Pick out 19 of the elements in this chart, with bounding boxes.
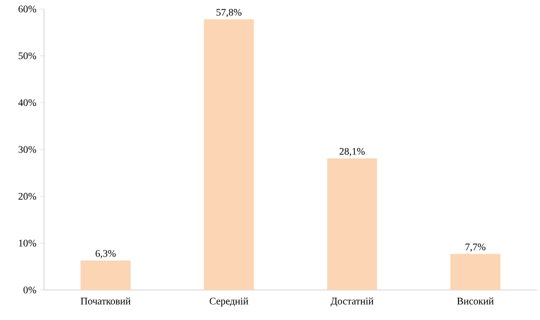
x-tick-label: Початковий <box>80 298 131 304</box>
y-tick-label: 20% <box>18 192 36 200</box>
bar <box>204 19 254 290</box>
data-label: 7,7% <box>466 244 486 252</box>
x-tick-label: Середній <box>210 298 248 306</box>
y-tick-label: 10% <box>19 240 36 247</box>
x-tick-label: Високий <box>457 298 494 304</box>
y-tick-label: 50% <box>18 52 36 60</box>
data-label: 28,1% <box>340 148 365 156</box>
data-label: 6,3% <box>96 250 116 258</box>
bar <box>327 158 378 290</box>
bar <box>80 260 131 290</box>
data-label: 57,8% <box>216 8 242 18</box>
y-tick-label: 40% <box>18 99 36 106</box>
x-tick-label: Достатній <box>330 298 374 306</box>
bar <box>450 254 500 290</box>
y-tick-label: 0% <box>24 286 36 294</box>
y-tick-label: 30% <box>18 146 36 153</box>
y-tick-label: 60% <box>18 6 36 12</box>
